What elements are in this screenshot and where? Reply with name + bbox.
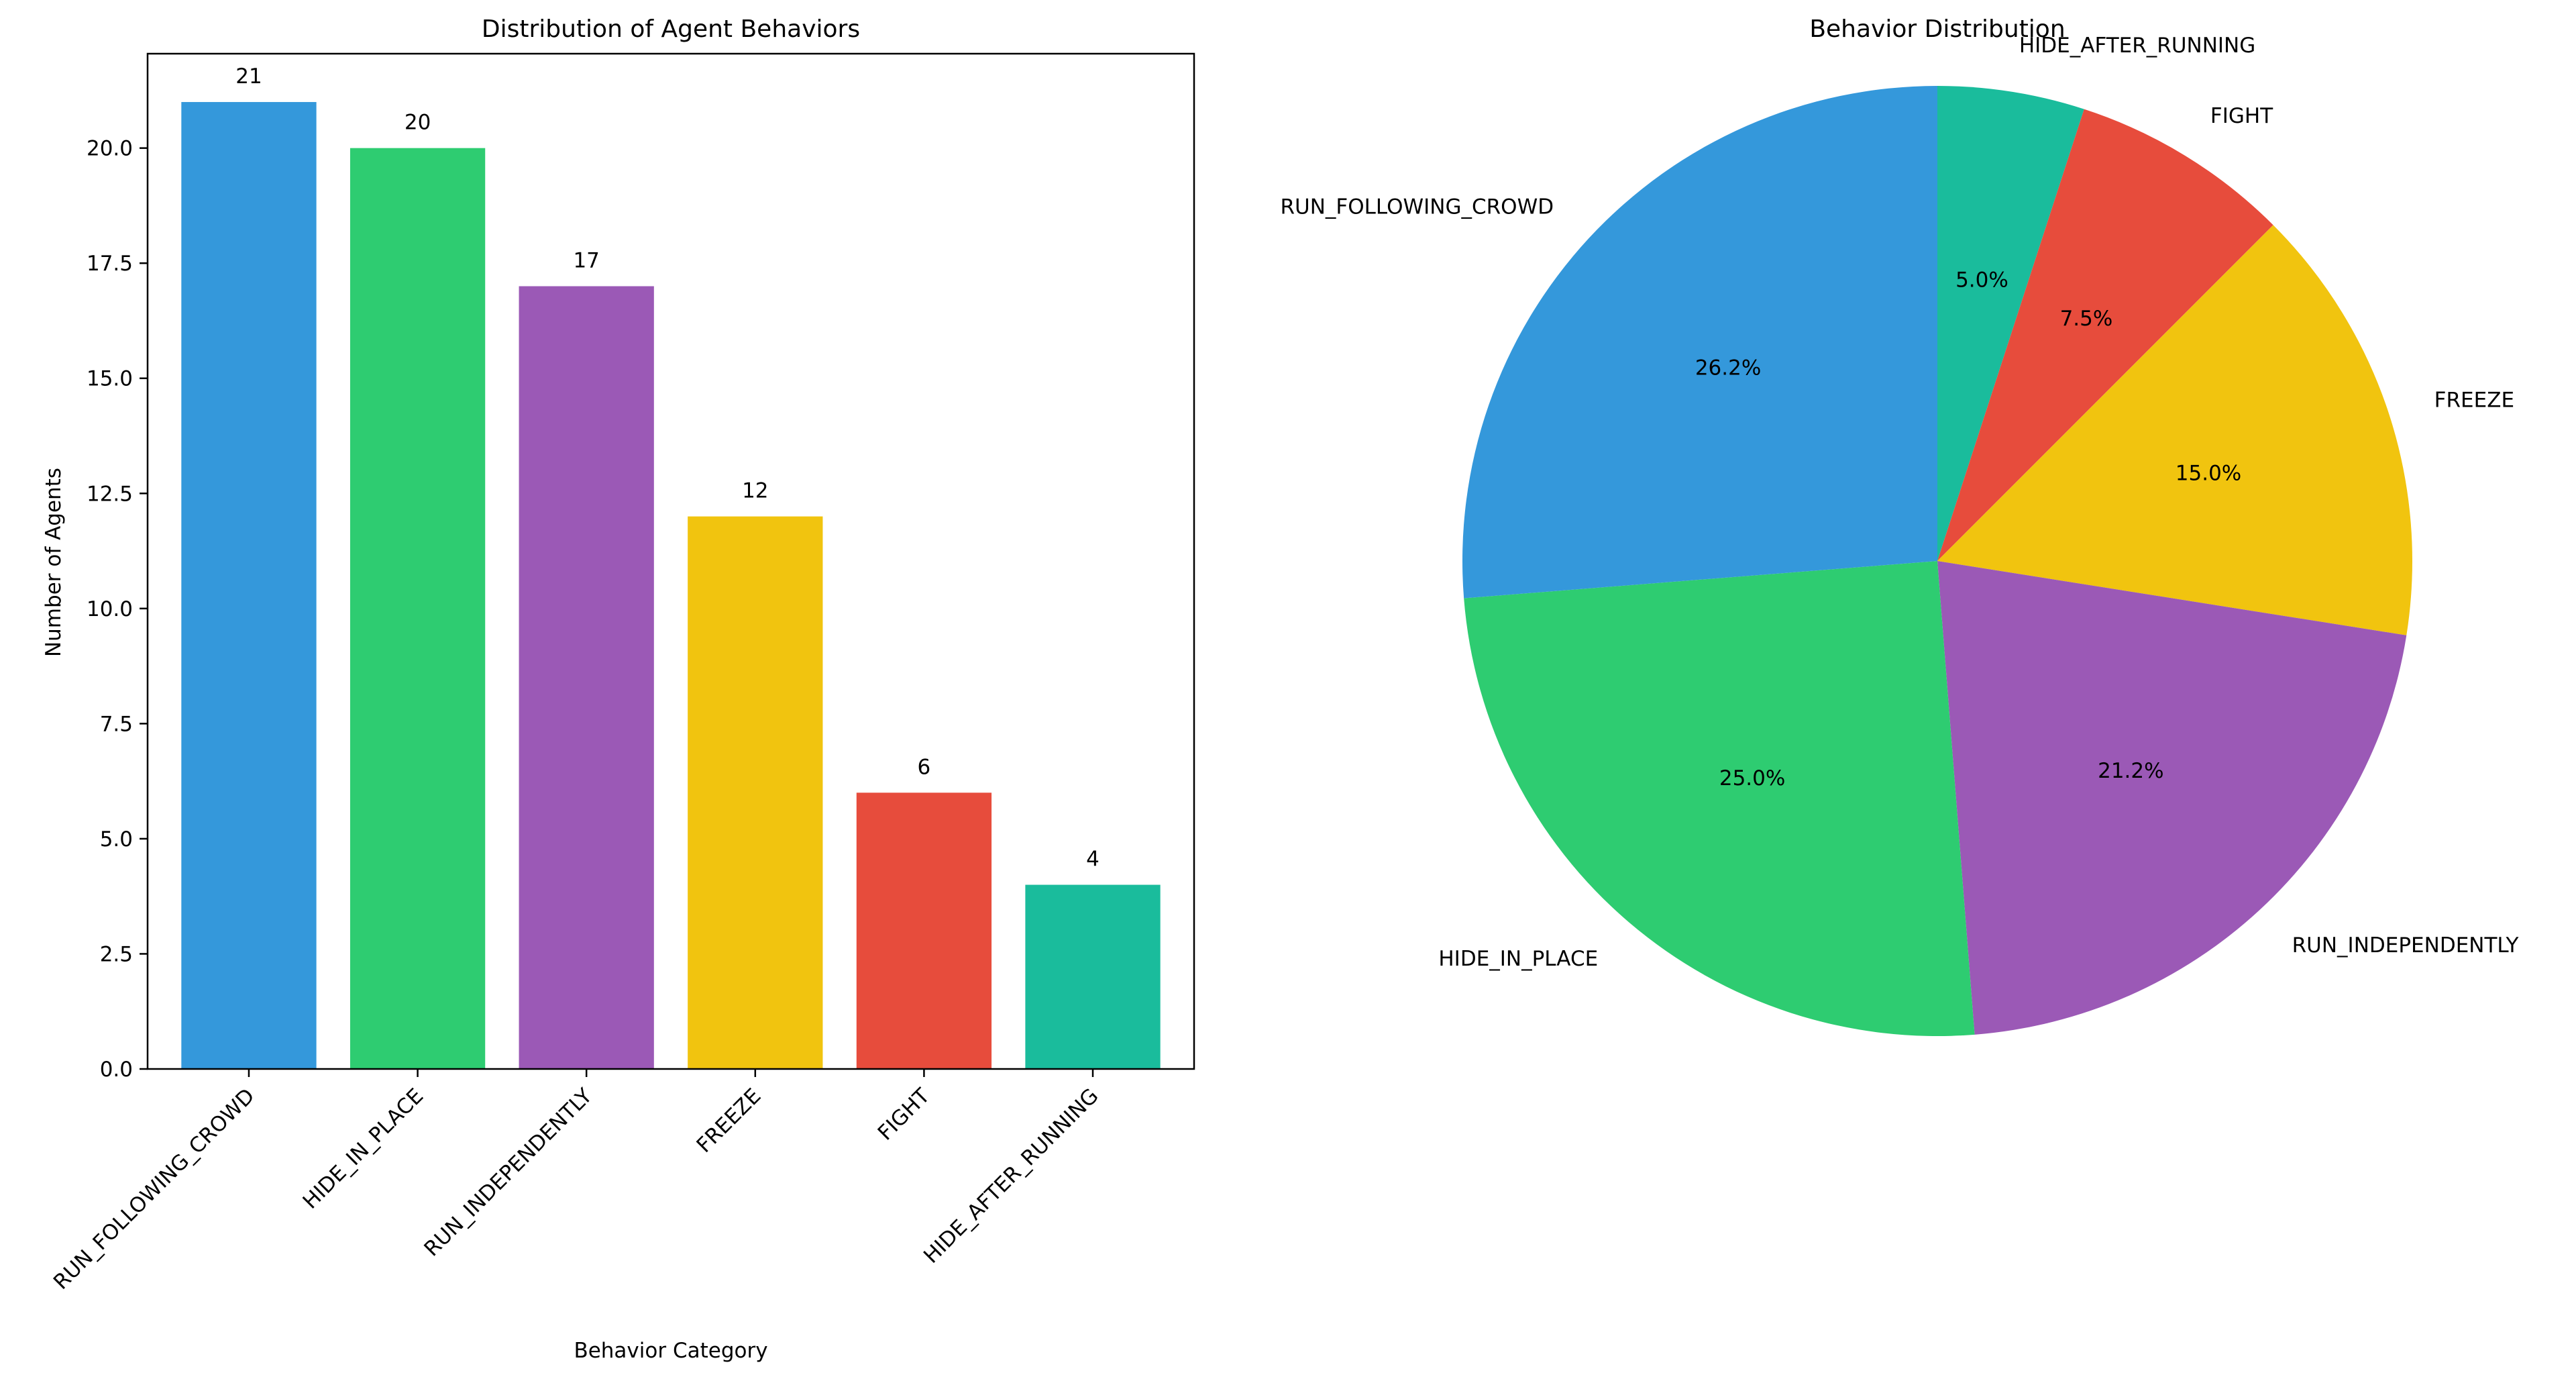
bar	[519, 286, 654, 1069]
y-tick-label: 7.5	[100, 712, 133, 736]
y-tick-label: 12.5	[87, 482, 133, 506]
bar-plot-area: 21 20 17 12 6 4 0.0 2.5 5.0 7.5 10.0 12.5 15.0 17.5 20…	[49, 52, 1195, 1294]
bar-data-label: 17	[573, 249, 599, 273]
pie-slice	[1937, 225, 2412, 635]
bar-data-label: 21	[235, 64, 262, 89]
y-tick-label: 15.0	[87, 367, 133, 391]
pie-slice	[1937, 109, 2273, 562]
pie-percent-label: 21.2%	[2098, 759, 2163, 783]
pie-slice	[1464, 561, 1975, 1037]
bar-x-axis-label: Behavior Category	[574, 1339, 767, 1363]
bar	[1025, 884, 1161, 1069]
pie-chart: Behavior Distribution 5.0% HIDE_AFTER_RUN…	[1281, 15, 2519, 1037]
pie-category-label: FIGHT	[2210, 104, 2273, 128]
pie-plot-area: 5.0% HIDE_AFTER_RUNNING 7.5% FIGHT 15.0% FREE…	[1281, 34, 2519, 1037]
x-tick-label: RUN_INDEPENDENTLY	[419, 1084, 596, 1261]
bar-axes-frame	[146, 52, 1195, 1070]
bar-data-label: 4	[1086, 848, 1099, 872]
bar-chart-title: Distribution of Agent Behaviors	[482, 15, 860, 43]
pie-percent-label: 26.2%	[1695, 356, 1761, 380]
y-tick-label: 20.0	[87, 137, 133, 161]
bar-chart: Distribution of Agent Behaviors 21 20 17 12…	[42, 15, 1195, 1363]
x-tick-label: FIGHT	[873, 1083, 935, 1145]
x-tick-label: RUN_FOLLOWING_CROWD	[49, 1084, 260, 1294]
pie-slice	[1937, 86, 2084, 561]
bar-data-label: 6	[918, 755, 931, 779]
bar	[350, 148, 486, 1069]
pie-percent-label: 7.5%	[2060, 307, 2113, 331]
bar-data-label: 20	[405, 111, 431, 135]
bar	[181, 102, 317, 1070]
y-tick-label: 10.0	[87, 597, 133, 621]
y-tick-label: 17.5	[87, 252, 133, 276]
x-tick-label: HIDE_IN_PLACE	[299, 1084, 429, 1214]
pie-percent-label: 15.0%	[2176, 462, 2241, 486]
y-tick-label: 0.0	[100, 1058, 133, 1082]
pie-category-label: FREEZE	[2434, 388, 2514, 412]
bar-data-label: 12	[742, 479, 768, 503]
y-tick-label: 5.0	[100, 827, 133, 852]
bar-y-axis-label: Number of Agents	[42, 468, 66, 657]
y-tick-label: 2.5	[100, 942, 133, 966]
pie-category-label: RUN_INDEPENDENTLY	[2292, 933, 2519, 958]
bar	[688, 516, 823, 1069]
pie-category-label: HIDE_AFTER_RUNNING	[2019, 34, 2255, 58]
pie-percent-label: 5.0%	[1955, 268, 2008, 292]
pie-chart-title: Behavior Distribution	[1809, 15, 2065, 43]
pie-slice	[1462, 86, 1937, 599]
pie-category-label: HIDE_IN_PLACE	[1438, 947, 1598, 971]
bar	[856, 792, 992, 1069]
x-tick-label: HIDE_AFTER_RUNNING	[919, 1084, 1104, 1268]
x-tick-label: FREEZE	[692, 1084, 766, 1158]
pie-percent-label: 25.0%	[1719, 766, 1785, 790]
pie-category-label: RUN_FOLLOWING_CROWD	[1281, 195, 1554, 219]
pie-slice	[1937, 561, 2407, 1035]
